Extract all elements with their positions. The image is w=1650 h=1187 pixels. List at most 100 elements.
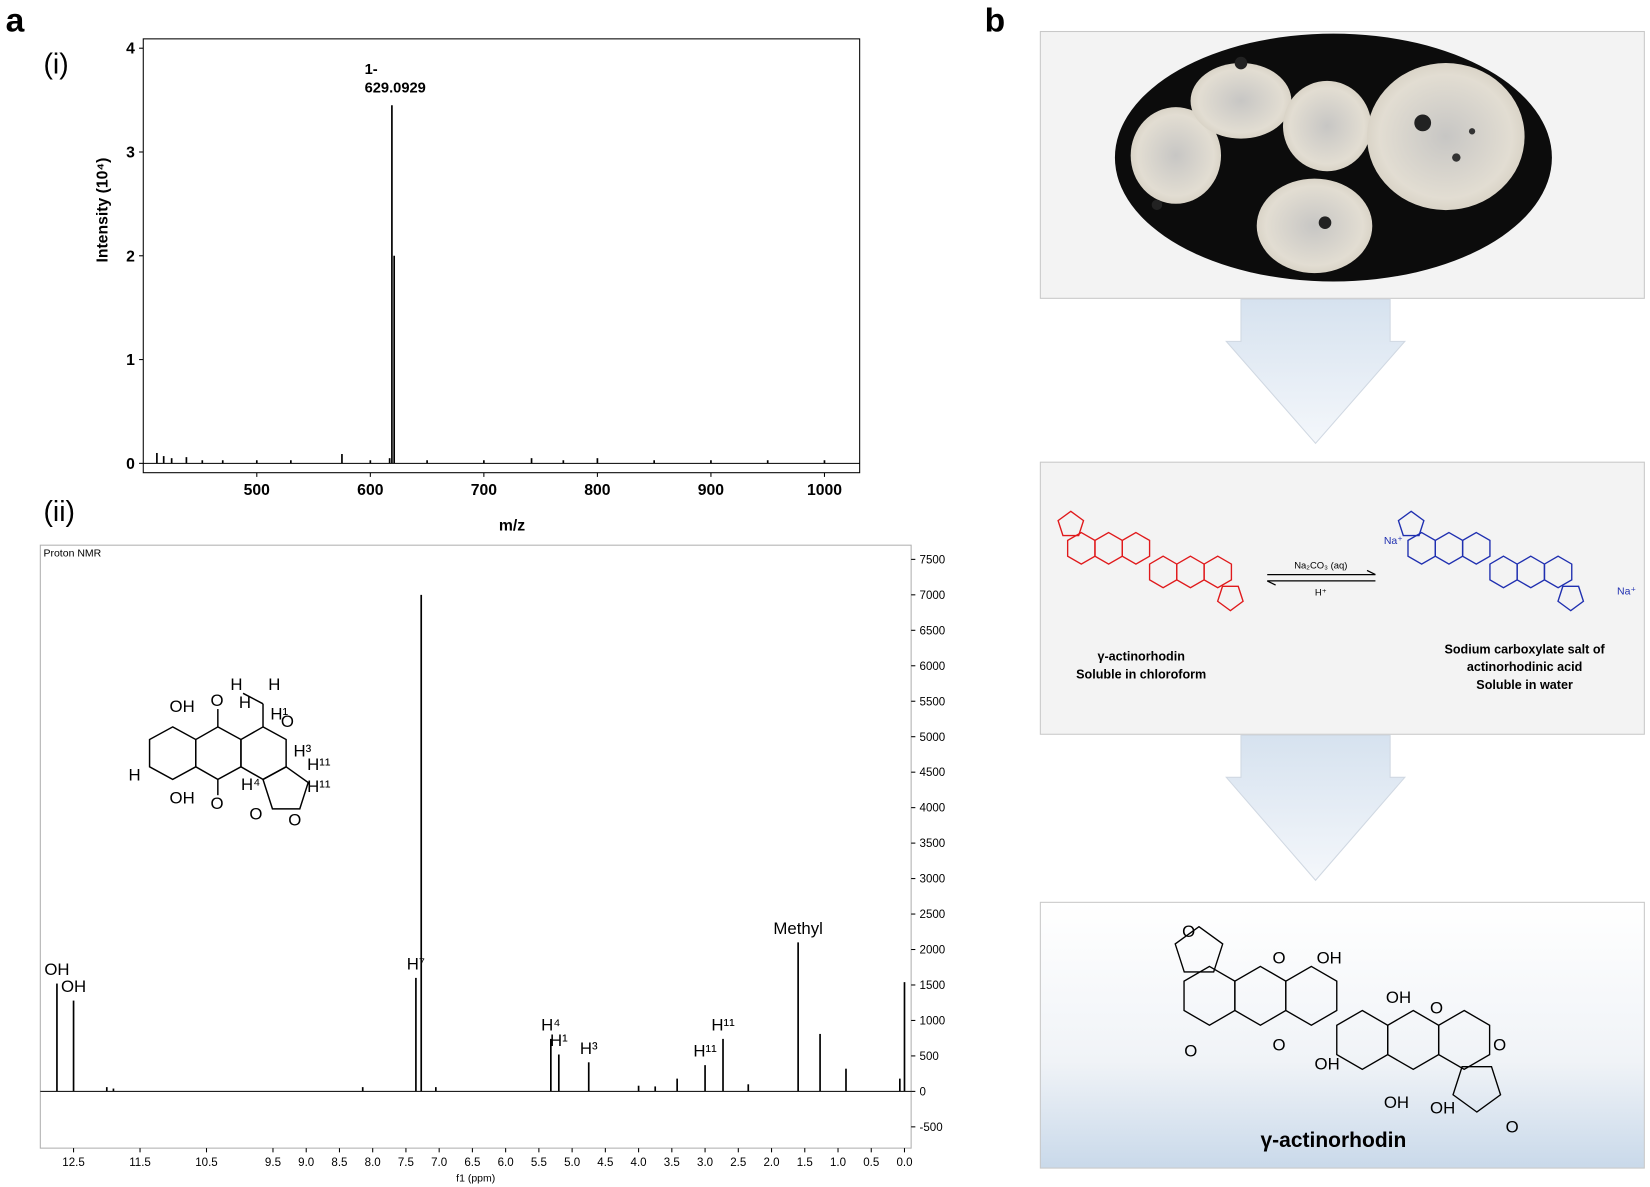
chart-subtitle: Proton NMR	[43, 548, 101, 560]
x-tick-label: 800	[584, 482, 611, 499]
atom-label: O	[1184, 1042, 1197, 1061]
y-tick-label: 4	[126, 41, 135, 58]
y-tick-label: 2500	[920, 909, 946, 921]
atom-label: O	[1272, 1035, 1285, 1054]
atom-label: H³	[293, 741, 311, 760]
compound-name: γ-actinorhodin	[1260, 1129, 1406, 1152]
peak-label: H¹	[550, 1031, 568, 1050]
peak-label: H⁷	[407, 954, 425, 973]
y-tick-label: 7500	[920, 554, 946, 566]
spot	[1234, 56, 1248, 70]
atom-label: OH	[1315, 1054, 1340, 1073]
peak-label: 629.0929	[365, 81, 426, 97]
x-tick-label: 6.0	[498, 1157, 514, 1169]
y-tick-label: 4000	[920, 803, 946, 815]
atom-label: O	[288, 811, 301, 830]
x-tick-label: 1.5	[797, 1157, 813, 1169]
atom-label: OH	[1384, 1093, 1409, 1112]
y-tick-label: 1000	[920, 1015, 946, 1027]
y-tick-label: 6500	[920, 625, 946, 637]
peak-label: H⁴	[541, 1015, 560, 1034]
x-tick-label: 0.0	[896, 1157, 912, 1169]
y-tick-label: 5000	[920, 732, 946, 744]
y-tick-label: 6000	[920, 661, 946, 673]
x-tick-label: 12.5	[62, 1157, 84, 1169]
x-tick-label: 10.5	[195, 1157, 217, 1169]
compound-note: Soluble in water	[1476, 678, 1573, 692]
atom-label: O	[1506, 1117, 1519, 1136]
panel-label: (ii)	[43, 496, 75, 528]
atom-label: O	[1493, 1035, 1506, 1054]
y-tick-label: 1500	[920, 980, 946, 992]
peak-label: Methyl	[773, 919, 822, 938]
x-tick-label: 4.5	[597, 1157, 613, 1169]
panel-label: a	[6, 3, 25, 40]
plot-frame	[142, 38, 861, 474]
x-axis-label: m/z	[499, 517, 525, 534]
compound-note: Soluble in chloroform	[1076, 668, 1206, 682]
peak-label: OH	[61, 977, 86, 996]
atom-label: H¹¹	[307, 777, 331, 796]
x-tick-label: 9.0	[298, 1157, 314, 1169]
colony	[1190, 63, 1292, 139]
x-tick-label: 1.0	[830, 1157, 846, 1169]
equilibrium-arrow	[1266, 569, 1376, 586]
x-tick-label: 900	[698, 482, 725, 499]
spot	[1452, 153, 1461, 162]
x-tick-label: 8.5	[331, 1157, 347, 1169]
x-tick-label: 5.5	[531, 1157, 547, 1169]
y-tick-label: 4500	[920, 767, 946, 779]
bond	[242, 692, 264, 705]
x-tick-label: 2.0	[764, 1157, 780, 1169]
arrow	[1225, 298, 1407, 445]
y-tick-label: -500	[920, 1122, 943, 1134]
compound-name: Sodium carboxylate salt of	[1444, 642, 1605, 656]
x-tick-label: 3.5	[664, 1157, 680, 1169]
ring	[1216, 585, 1244, 612]
y-tick-label: 0	[126, 456, 135, 473]
y-tick-label: 1	[126, 352, 135, 369]
ring	[240, 726, 287, 781]
x-tick-label: 3.0	[697, 1157, 713, 1169]
atom-label: O	[1430, 999, 1443, 1018]
ring	[1203, 555, 1233, 589]
y-axis-label: Intensity (10⁴)	[95, 158, 112, 263]
colony	[1130, 107, 1222, 204]
y-tick-label: 3	[126, 145, 135, 162]
ring	[1543, 555, 1573, 589]
ring	[1397, 510, 1425, 537]
ring	[1121, 531, 1151, 565]
arrow	[1225, 734, 1406, 882]
ring	[148, 726, 197, 781]
x-tick-label: 600	[357, 482, 384, 499]
chart: -500 0 500 1000 1500 2000 2500 3000 3500 4000 4500…	[39, 544, 946, 1185]
y-tick-label: 2000	[920, 945, 946, 957]
atom-label: O	[249, 804, 262, 823]
peak-label: OH	[44, 960, 69, 979]
cation: Na⁺	[1617, 586, 1636, 598]
atom-label: H⁴	[241, 775, 260, 794]
spot	[1468, 128, 1476, 135]
x-tick-label: 500	[244, 482, 271, 499]
ring	[195, 726, 242, 781]
peak-label: 1-	[365, 62, 378, 78]
x-tick-label: 7.5	[398, 1157, 414, 1169]
x-tick-label: 2.5	[730, 1157, 746, 1169]
box	[1039, 461, 1645, 735]
ring	[262, 765, 310, 810]
panel-label: b	[985, 3, 1006, 40]
colony	[1256, 178, 1373, 274]
y-tick-label: 2	[126, 248, 135, 265]
x-tick-label: 5.0	[564, 1157, 580, 1169]
panel-label: (i)	[43, 49, 68, 81]
atom-label: H¹	[270, 705, 288, 724]
x-tick-label: 8.0	[365, 1157, 381, 1169]
arrow-head	[1266, 580, 1276, 586]
atom-label: O	[1272, 948, 1285, 967]
colony	[1367, 63, 1525, 211]
arrow-head	[1366, 569, 1376, 576]
x-tick-label: 9.5	[265, 1157, 281, 1169]
ring	[1285, 965, 1338, 1027]
